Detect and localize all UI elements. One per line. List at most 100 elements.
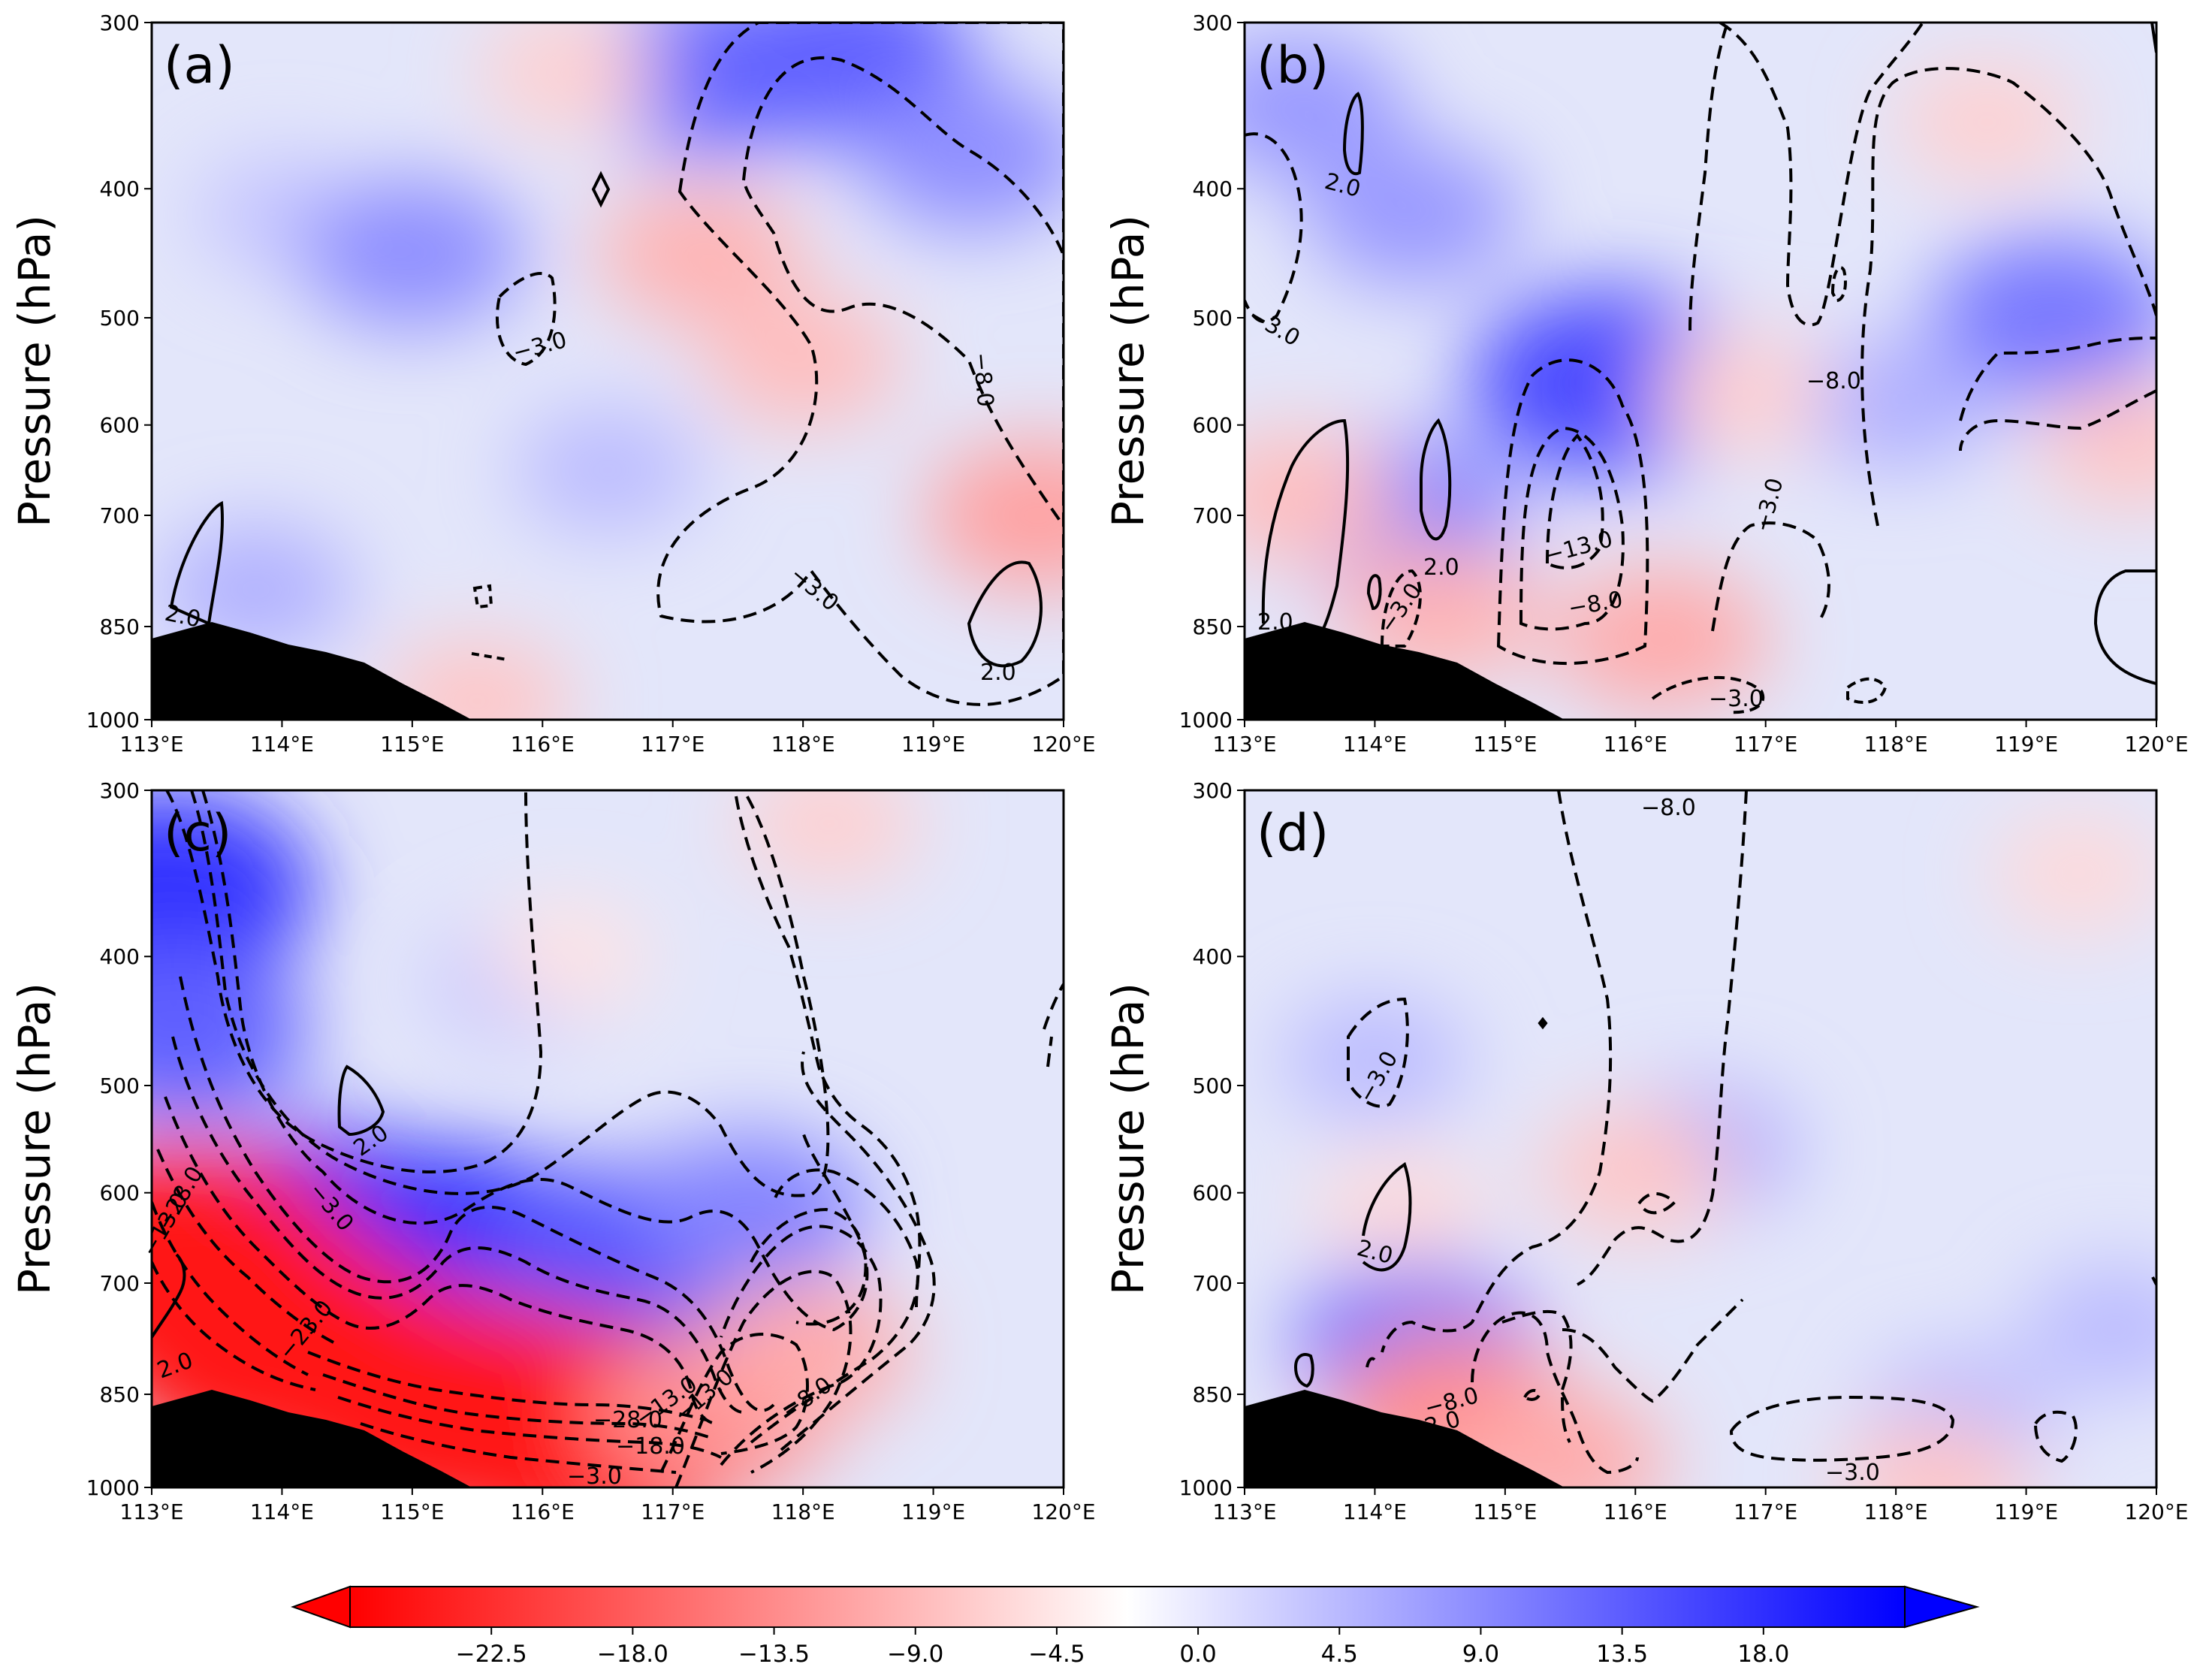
x-tick-label: 117°E xyxy=(641,1499,705,1524)
y-tick-label: 850 xyxy=(1193,615,1233,639)
shading-blob xyxy=(487,902,650,1011)
panel-c-solid-contours xyxy=(152,1064,385,1339)
x-tick-label: 115°E xyxy=(380,732,444,756)
y-tick-label: 500 xyxy=(100,306,140,331)
y-tick-label: 300 xyxy=(100,11,140,35)
x-tick-label: 114°E xyxy=(250,1499,314,1524)
x-tick-label: 118°E xyxy=(1864,1499,1928,1524)
panel-a-shading xyxy=(156,23,1064,720)
colorbar-ticks: −22.5 −18.0 −13.5 −9.0 −4.5 0.0 4.5 9.0 13.5 18.0 xyxy=(456,1627,1789,1668)
contour-neg-c18 xyxy=(750,1168,919,1444)
contour-pos-a1 xyxy=(169,500,224,626)
contour-label: −3.0 xyxy=(1709,686,1764,712)
y-tick-label: 600 xyxy=(100,1181,140,1206)
shading-blob xyxy=(1840,1418,2030,1487)
colorbar-tick-label: −22.5 xyxy=(456,1641,527,1668)
contour-neg-d8 xyxy=(1729,1395,1955,1462)
contour-neg-b14 xyxy=(1846,677,1888,704)
y-tick-label: 300 xyxy=(100,778,140,803)
panel-b-frame xyxy=(1243,21,2158,721)
contour-neg-c20 xyxy=(735,796,922,1308)
colorbar-gradient xyxy=(350,1587,1905,1627)
contour-neg-c3 xyxy=(201,790,869,1332)
y-tick-label: 700 xyxy=(1193,503,1233,528)
panel-a: −3.0 −3.0 −8.0 2.0 2.0 (a) 3004005006007… xyxy=(9,11,1096,756)
shading-blob xyxy=(152,790,314,989)
x-axis-b: 113°E 114°E 115°E 116°E 117°E 118°E 119°E 120°E xyxy=(1212,720,2189,756)
contour-neg-c19 xyxy=(780,1051,936,1451)
shading-blob xyxy=(513,406,702,533)
shading-blob xyxy=(1897,62,2078,183)
shading-blob xyxy=(2023,1264,2156,1391)
contour-neg-d9 xyxy=(2033,1410,2078,1463)
x-axis-a: 113°E 114°E 115°E 116°E 117°E 118°E 119°E 120°E xyxy=(119,720,1096,756)
panel-c-terrain xyxy=(152,1390,472,1487)
contour-pos-b3 xyxy=(1420,418,1452,541)
contour-pos-c1 xyxy=(337,1064,385,1137)
x-tick-label: 119°E xyxy=(1994,1499,2058,1524)
x-tick-label: 117°E xyxy=(1734,1499,1797,1524)
contour-neg-d6 xyxy=(1347,997,1409,1108)
x-tick-label: 118°E xyxy=(1864,732,1928,756)
x-tick-label: 113°E xyxy=(1212,1499,1276,1524)
colorbar-frame xyxy=(349,1586,1906,1628)
y-tick-label: 700 xyxy=(100,1271,140,1296)
x-tick-label: 116°E xyxy=(1604,732,1667,756)
y-tick-label: 500 xyxy=(1193,306,1233,331)
contour-neg-b2 xyxy=(1519,426,1625,631)
x-tick-label: 116°E xyxy=(1604,1499,1667,1524)
x-axis-c: 113°E 114°E 115°E 116°E 117°E 118°E 119°E 120°E xyxy=(119,1487,1096,1524)
y-axis-d: 300 400 500 600 700 850 1000 xyxy=(1179,778,1245,1500)
panel-a-terrain xyxy=(152,622,472,720)
shading-blob xyxy=(738,790,919,884)
shading-blob xyxy=(1245,33,1405,178)
contour-neg-c4 xyxy=(179,976,775,1412)
contour-pos-d2 xyxy=(1293,1353,1314,1388)
panel-b-contours xyxy=(1245,23,2156,714)
contour-neg-a4 xyxy=(472,584,493,609)
colorbar-extend-high xyxy=(1904,1585,1980,1629)
contour-neg-c5 xyxy=(171,1036,744,1414)
contour-neg-b6 xyxy=(1860,67,2156,527)
shading-blob xyxy=(1797,337,1996,470)
shading-blob xyxy=(859,80,1064,231)
contour-pos-b4 xyxy=(2093,569,2156,685)
panel-d-frame xyxy=(1243,789,2158,1489)
contour-label: −3.0 xyxy=(567,1463,622,1490)
panel-label-a: (a) xyxy=(164,36,235,95)
contour-neg-d11 xyxy=(1366,1357,1376,1368)
shading-blob xyxy=(633,1132,868,1289)
x-tick-label: 119°E xyxy=(901,1499,965,1524)
contour-neg-a5 xyxy=(471,652,508,661)
shading-blob xyxy=(2035,379,2156,506)
panel-label-c: (c) xyxy=(164,804,231,863)
contour-pos-d3 xyxy=(1538,1016,1548,1030)
contour-neg-b1 xyxy=(1496,358,1649,666)
colorbar-tick-label: −9.0 xyxy=(887,1641,943,1668)
x-tick-label: 120°E xyxy=(1031,1499,1095,1524)
panel-label-d: (d) xyxy=(1257,804,1329,863)
contour-neg-c16 xyxy=(720,1225,883,1466)
x-tick-label: 115°E xyxy=(1473,732,1537,756)
contour-neg-d1 xyxy=(1381,790,1613,1353)
contour-label: −28.0 xyxy=(593,1407,662,1433)
shading-blob xyxy=(1553,566,1770,711)
panel-a-contours xyxy=(169,23,1064,706)
shading-blob xyxy=(1245,430,1396,563)
y-tick-label: 300 xyxy=(1193,11,1233,35)
x-tick-label: 117°E xyxy=(641,732,705,756)
y-axis-label-b: Pressure (hPa) xyxy=(1103,215,1154,527)
shading-blob xyxy=(704,294,903,427)
contour-pos-b5 xyxy=(1366,574,1382,611)
colorbar: −22.5 −18.0 −13.5 −9.0 −4.5 0.0 4.5 9.0 13.5 18.0 xyxy=(291,1585,1980,1668)
y-tick-label: 700 xyxy=(1193,1271,1233,1296)
x-tick-label: 113°E xyxy=(119,732,183,756)
x-tick-label: 116°E xyxy=(511,732,575,756)
x-tick-label: 118°E xyxy=(771,1499,835,1524)
contour-neg-c21 xyxy=(1043,983,1064,1030)
panel-label-b: (b) xyxy=(1257,36,1329,95)
y-tick-label: 850 xyxy=(100,1382,140,1407)
contour-pos-b1 xyxy=(1261,418,1350,655)
y-tick-label: 400 xyxy=(1193,177,1233,201)
x-tick-label: 117°E xyxy=(1734,732,1797,756)
